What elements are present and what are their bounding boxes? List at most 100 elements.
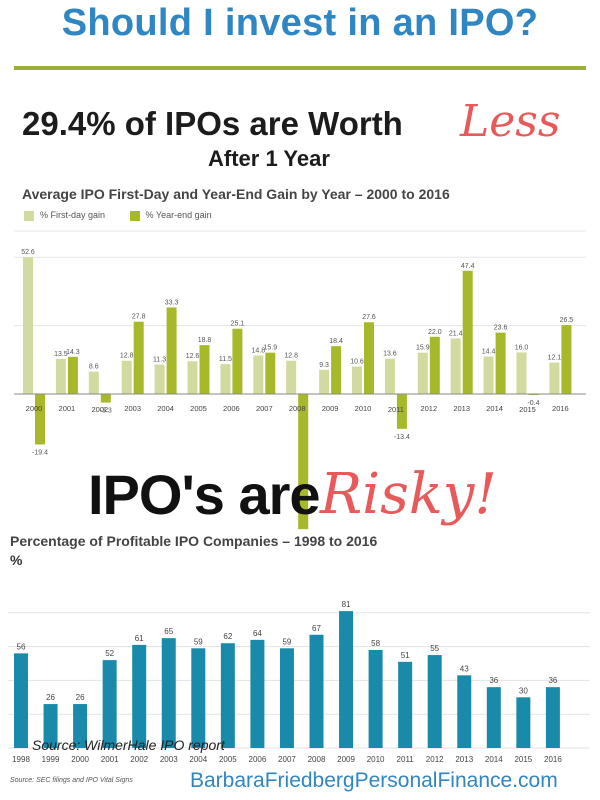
chart1-value-label: 8.6	[89, 364, 99, 371]
chart2-value-label: 43	[460, 664, 469, 673]
chart1-x-tick: 2003	[124, 404, 141, 413]
chart2-value-label: 62	[223, 632, 232, 641]
chart1-bar-year-end-2012	[429, 336, 440, 394]
chart1-value-label: 12.8	[120, 353, 134, 360]
chart1-bar-first-day-2011	[384, 358, 395, 394]
chart1-x-tick: 2013	[453, 404, 470, 413]
chart1-bar-year-end-2013	[462, 270, 473, 394]
subheadline: After 1 Year	[208, 146, 330, 171]
chart1-x-tick: 2014	[486, 404, 503, 413]
source-small: Source: SEC filings and IPO Vital Signs	[10, 777, 133, 784]
chart2-bar-2006	[250, 639, 265, 748]
chart1-bar-first-day-2008	[286, 360, 297, 394]
chart2-x-tick: 1998	[12, 755, 30, 764]
chart2-value-label: 58	[371, 639, 380, 648]
chart1-value-label: 23.6	[494, 325, 508, 332]
chart1-bar-year-end-2000	[35, 394, 45, 445]
chart2-bar-2016	[545, 687, 560, 748]
chart1-x-tick: 2001	[59, 404, 76, 413]
chart1-bar-year-end-2003	[133, 321, 144, 394]
chart1-value-label: 52.6	[21, 249, 35, 256]
chart1-x-tick: 2008	[289, 404, 306, 413]
chart2-bar-2012	[427, 655, 442, 748]
chart1-bar-first-day-2012	[417, 352, 428, 394]
chart1-bar-year-end-2011	[396, 394, 407, 429]
chart2-title: Percentage of Profitable IPO Companies –…	[10, 533, 378, 549]
chart1-value-label: 11.5	[219, 356, 232, 363]
chart2-bar-2013	[457, 675, 472, 748]
chart2-value-label: 61	[135, 634, 144, 643]
chart2-value-label: 36	[548, 676, 557, 685]
chart1-value-label: -19.4	[32, 449, 48, 456]
chart1-value-label: 26.5	[560, 317, 574, 324]
chart1-bar-first-day-2013	[450, 338, 461, 394]
chart1-value-label: 27.6	[362, 314, 376, 321]
chart1-value-label: 15.9	[416, 345, 430, 352]
chart2-x-tick: 2009	[337, 755, 355, 764]
chart2-bar-1998	[14, 653, 28, 748]
chart2-value-label: 30	[519, 686, 528, 695]
chart2-x-tick: 2000	[71, 755, 89, 764]
chart2-x-tick: 2011	[397, 755, 415, 764]
chart1-value-label: 13.6	[383, 351, 397, 358]
footer-link[interactable]: BarbaraFriedbergPersonalFinance.com	[190, 769, 558, 792]
chart1-x-tick: 2006	[223, 404, 240, 413]
chart1-bar-year-end-2001	[67, 356, 78, 394]
chart2-value-label: 52	[105, 649, 114, 658]
chart1-x-tick: 2002	[91, 405, 108, 414]
legend-swatch-year-end	[129, 210, 140, 221]
chart1-bar-year-end-2002	[100, 394, 111, 403]
chart1-bar-year-end-2005	[199, 345, 210, 394]
chart2-bar-2014	[486, 687, 501, 748]
chart2-x-tick: 2001	[101, 755, 119, 764]
chart2-bar-2002	[132, 644, 147, 748]
risky-accent: Risky!	[320, 462, 497, 527]
chart1-bar-first-day-2001	[55, 358, 66, 394]
chart1-bar-year-end-2014	[495, 332, 506, 394]
chart1-value-label: 47.4	[461, 263, 475, 270]
chart1-value-label: 11.3	[153, 357, 166, 364]
chart2-bar-2007	[279, 648, 294, 748]
chart1-value-label: 14.8	[251, 348, 265, 355]
chart1-bar-first-day-2015	[516, 352, 527, 394]
chart1-bar-year-end-2009	[331, 346, 342, 394]
chart1-bar-first-day-2005	[187, 361, 198, 394]
chart1-x-tick: 2009	[322, 404, 339, 413]
chart1-x-tick: 2004	[157, 404, 174, 413]
chart2-value-label: 65	[164, 627, 173, 636]
chart2-x-tick: 2006	[249, 755, 267, 764]
chart2-x-tick: 2004	[189, 755, 207, 764]
chart2-bar-2011	[398, 661, 413, 748]
chart1-value-label: 15.9	[263, 345, 277, 352]
chart2-value-label: 51	[401, 651, 410, 660]
chart2-unit: %	[10, 552, 23, 568]
chart1-value-label: 10.6	[350, 358, 364, 365]
chart1-title: Average IPO First-Day and Year-End Gain …	[22, 186, 450, 202]
chart2-x-tick: 2013	[455, 755, 473, 764]
chart1-value-label: 27.8	[132, 314, 146, 321]
chart1-x-tick: 2011	[388, 405, 404, 414]
chart2-x-tick: 2015	[514, 755, 532, 764]
chart2-value-label: 55	[430, 644, 439, 653]
chart1-bar-year-end-2010	[364, 322, 374, 394]
chart1-x-tick: 2016	[552, 404, 569, 413]
chart2-x-tick: 1999	[42, 755, 60, 764]
chart2-bar-2015	[516, 697, 531, 748]
chart2-x-tick: 2005	[219, 755, 237, 764]
chart2-bar-2000	[73, 704, 88, 748]
chart1-x-tick: 2005	[190, 404, 207, 413]
headline-accent: Less	[460, 96, 561, 147]
chart2-value-label: 81	[342, 600, 351, 609]
chart1-bar-first-day-2002	[88, 371, 99, 394]
chart1-value-label: 33.3	[165, 299, 179, 306]
chart2-bar-2005	[220, 643, 235, 748]
chart1-bar-first-day-2007	[253, 355, 264, 394]
chart2-x-tick: 2007	[278, 755, 296, 764]
chart1-value-label: 18.4	[329, 338, 343, 345]
headline: 29.4% of IPOs are Worth	[22, 105, 403, 142]
legend-swatch-first-day	[24, 210, 34, 221]
chart2-bar-2010	[368, 649, 383, 748]
chart1-value-label: 22.0	[428, 329, 442, 336]
